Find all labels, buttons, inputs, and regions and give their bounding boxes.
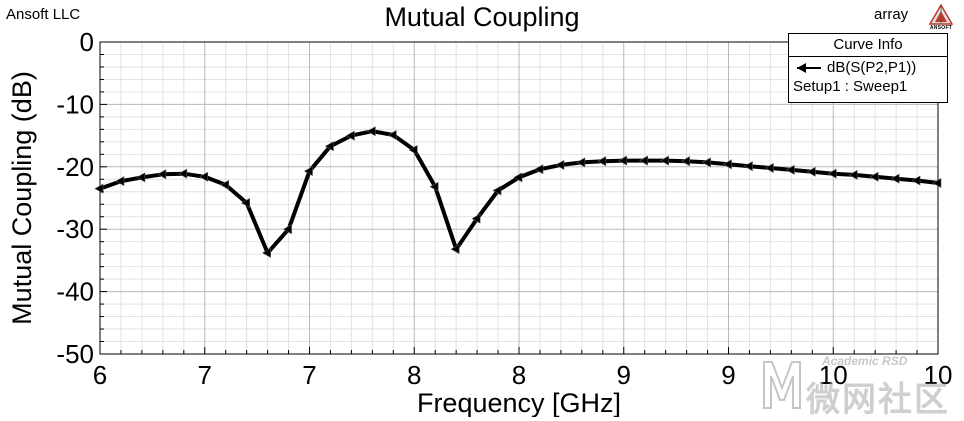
data-point-marker <box>115 176 125 187</box>
major-grid <box>100 42 938 354</box>
x-tick-label: 6 <box>93 360 107 390</box>
data-point-marker <box>178 168 188 179</box>
data-point-marker <box>555 159 565 170</box>
x-tick-label: 9 <box>617 360 631 390</box>
data-point-marker <box>639 155 649 166</box>
data-point-marker <box>890 173 900 184</box>
data-point-marker <box>220 179 229 190</box>
ansoft-logo: ANSOFT <box>928 3 954 34</box>
data-point-marker <box>806 166 816 177</box>
y-tick-label: 0 <box>80 27 94 57</box>
data-point-marker <box>932 178 942 189</box>
data-point-marker <box>450 244 460 255</box>
data-point-marker <box>136 172 146 183</box>
y-tick-label: -10 <box>56 89 94 119</box>
company-name: Ansoft LLC <box>6 6 81 23</box>
data-point-marker <box>660 155 669 166</box>
legend-title: Curve Info <box>789 34 947 57</box>
x-tick-label: 10 <box>819 360 848 390</box>
data-point-marker <box>241 197 250 209</box>
data-point-marker <box>261 247 271 258</box>
series-markers <box>94 126 942 258</box>
x-tick-label: 8 <box>407 360 421 390</box>
x-tick-label: 7 <box>198 360 212 390</box>
data-point-marker <box>471 213 481 224</box>
data-point-marker <box>722 159 732 170</box>
axis-ticks <box>99 41 939 355</box>
data-point-marker <box>911 175 921 186</box>
y-tick-label: -50 <box>56 339 94 369</box>
data-point-marker <box>597 156 607 167</box>
data-point-marker <box>701 157 711 168</box>
data-point-marker <box>827 168 837 179</box>
data-point-marker <box>492 185 502 196</box>
y-axis-label: Mutual Coupling (dB) <box>7 71 37 325</box>
data-point-marker <box>848 169 858 180</box>
data-point-marker <box>764 163 774 174</box>
data-point-marker <box>94 183 104 194</box>
data-point-marker <box>618 155 628 166</box>
data-point-marker <box>157 169 167 180</box>
x-tick-label: 9 <box>721 360 735 390</box>
data-point-marker <box>408 144 418 155</box>
legend-series-label: dB(S(P2,P1)) <box>827 59 917 76</box>
data-point-marker <box>387 129 397 140</box>
chart-title: Mutual Coupling <box>384 2 580 32</box>
y-tick-label: -40 <box>56 277 94 307</box>
data-point-marker <box>199 171 209 182</box>
data-point-marker <box>534 164 544 175</box>
data-point-marker <box>680 156 690 167</box>
data-point-marker <box>303 166 313 177</box>
x-axis-label: Frequency [GHz] <box>417 388 621 417</box>
data-point-marker <box>869 171 879 182</box>
data-point-marker <box>324 141 334 152</box>
legend-setup-label: Setup1 : Sweep1 <box>793 78 908 95</box>
legend-marker-icon <box>797 63 821 73</box>
x-tick-label: 10 <box>924 360 953 390</box>
data-point-marker <box>429 181 439 192</box>
data-point-marker <box>345 130 355 141</box>
data-point-marker <box>282 224 292 235</box>
curve-info-legend[interactable]: Curve Info dB(S(P2,P1)) Setup1 : Sweep1 <box>788 33 948 103</box>
x-tick-label: 7 <box>302 360 316 390</box>
data-point-marker <box>513 172 523 183</box>
data-point-marker <box>785 164 795 175</box>
project-name: array <box>874 6 909 23</box>
data-point-marker <box>576 157 586 168</box>
y-tick-labels: 0 -10 -20 -30 -40 -50 <box>56 27 94 369</box>
ansoft-logo-text: ANSOFT <box>929 25 953 31</box>
data-point-marker <box>366 126 376 137</box>
x-tick-label: 8 <box>512 360 526 390</box>
legend-entry[interactable]: dB(S(P2,P1)) <box>789 57 947 78</box>
x-tick-labels: 6 7 7 8 8 9 9 10 10 <box>93 360 953 390</box>
y-tick-label: -30 <box>56 214 94 244</box>
y-tick-label: -20 <box>56 152 94 182</box>
ansoft-logo-icon <box>928 3 954 25</box>
data-point-marker <box>743 161 753 172</box>
